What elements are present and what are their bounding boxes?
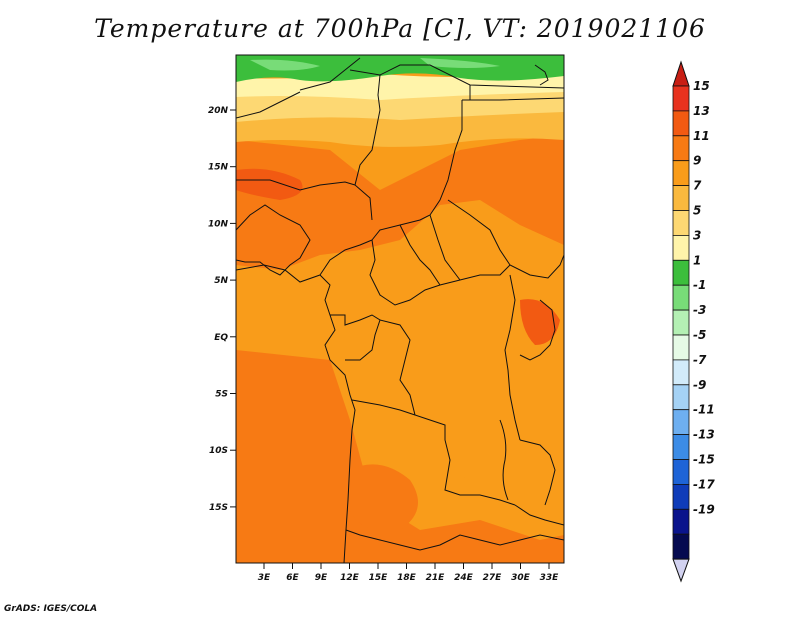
- lon-tick-label: 18E: [397, 573, 417, 583]
- colorbar-segment: [672, 85, 690, 112]
- colorbar-segment: [672, 160, 690, 186]
- lon-tick-label: 3E: [258, 573, 271, 583]
- longitude-axis: 3E 6E 9E 12E 15E 18E 21E 24E 27E 30E 33E: [258, 563, 559, 583]
- colorbar-label: 3: [693, 228, 701, 242]
- colorbar-segment: [672, 508, 690, 535]
- colorbar-segment: [672, 533, 690, 560]
- colorbar-label: -19: [693, 502, 715, 516]
- colorbar-label: -9: [693, 378, 706, 392]
- colorbar-label: -1: [693, 278, 706, 292]
- colorbar-label: 15: [693, 79, 710, 93]
- colorbar-label: 5: [693, 204, 701, 218]
- lat-tick-label: 20N: [208, 106, 229, 116]
- lon-tick-label: 27E: [483, 573, 503, 583]
- lon-tick-label: 12E: [340, 573, 360, 583]
- lon-tick-label: 6E: [286, 573, 299, 583]
- colorbar-segment: [672, 259, 690, 286]
- colorbar-segment: [672, 234, 690, 261]
- lat-tick-label: 10S: [209, 446, 228, 456]
- colorbar-segment: [672, 110, 690, 137]
- lat-tick-label: EQ: [214, 333, 228, 343]
- colorbar-segment: [672, 359, 690, 386]
- colorbar-segment: [672, 309, 690, 336]
- colorbar-segment: [672, 135, 690, 162]
- map-title: Temperature at 700hPa [C], VT: 201902110…: [94, 14, 706, 43]
- colorbar-label: -11: [693, 403, 715, 417]
- colorbar-label: -5: [693, 328, 706, 342]
- colorbar-label: 1: [693, 253, 701, 267]
- colorbar-label: 11: [693, 129, 710, 143]
- country-borders: [236, 57, 564, 563]
- colorbar-segment: [672, 210, 690, 236]
- colorbar: 15 13 11 9 7 5 3 1 -1 -3 -5 -7 -9 -11 -13 -15 -17 -19: [672, 60, 715, 583]
- colorbar-label: 7: [693, 179, 702, 193]
- lat-tick-label: 15N: [208, 163, 229, 173]
- colorbar-segment: [672, 284, 690, 311]
- lon-tick-label: 24E: [454, 573, 474, 583]
- footer-credit: GrADS: IGES/COLA: [4, 604, 98, 614]
- colorbar-label: -7: [693, 353, 707, 367]
- colorbar-segment: [672, 334, 690, 361]
- lon-tick-label: 30E: [511, 573, 531, 583]
- colorbar-under-arrow: [672, 558, 690, 583]
- colorbar-segment: [672, 185, 690, 211]
- colorbar-label: -3: [693, 303, 706, 317]
- colorbar-label: 13: [693, 104, 710, 118]
- colorbar-label: -15: [693, 453, 715, 467]
- map-frame: [235, 54, 565, 564]
- lat-tick-label: 5S: [215, 390, 228, 400]
- temperature-field: [236, 55, 564, 563]
- colorbar-label: -13: [693, 428, 715, 442]
- lon-tick-label: 21E: [426, 573, 446, 583]
- colorbar-label: 9: [693, 154, 701, 168]
- lon-tick-label: 33E: [540, 573, 560, 583]
- latitude-axis: 20N 15N 10N 5N EQ 5S 10S 15S: [208, 106, 236, 513]
- colorbar-over-arrow: [672, 60, 690, 87]
- colorbar-segment: [672, 459, 690, 485]
- lat-tick-label: 5N: [214, 276, 228, 286]
- lon-tick-label: 9E: [315, 573, 328, 583]
- colorbar-segment: [672, 434, 690, 460]
- lat-tick-label: 10N: [208, 219, 229, 229]
- colorbar-label: -17: [693, 477, 715, 491]
- lon-tick-label: 15E: [369, 573, 389, 583]
- colorbar-segment: [672, 483, 690, 510]
- colorbar-segment: [672, 384, 690, 411]
- colorbar-segment: [672, 409, 690, 436]
- lat-tick-label: 15S: [209, 503, 228, 513]
